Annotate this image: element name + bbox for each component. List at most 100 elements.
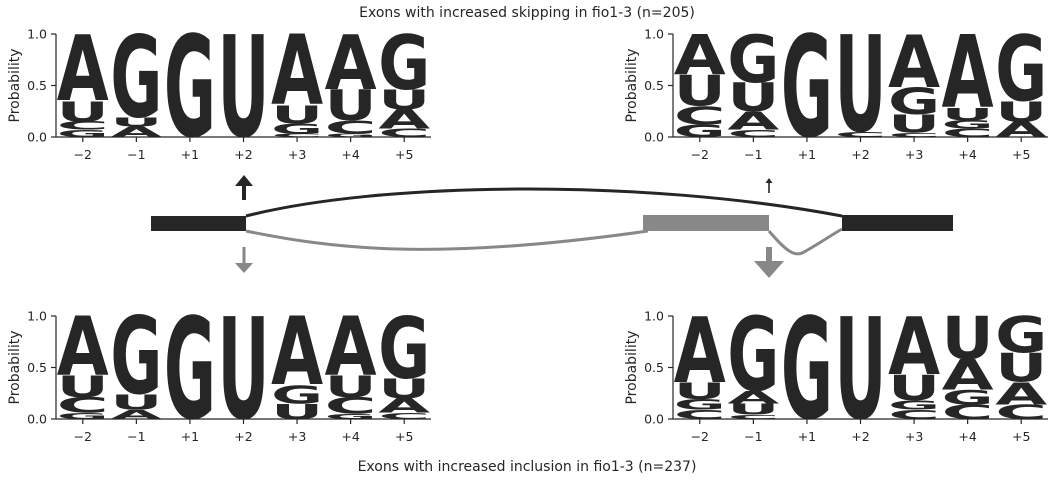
logo-letter-U: U	[888, 110, 940, 139]
logo-letter-G: G	[271, 380, 323, 409]
logo-letter-C: C	[674, 101, 726, 130]
logo-letter-C: C	[727, 128, 779, 139]
logo-letter-A: A	[942, 16, 994, 132]
figure-title-top: Exons with increased skipping in fio1-3 …	[359, 5, 695, 21]
y-tick-label: 1.0	[644, 27, 664, 42]
up-arrow-right-icon	[765, 178, 773, 193]
y-tick-label: 0.5	[644, 78, 664, 93]
x-tick-label: +1	[181, 147, 199, 162]
x-tick-label: +4	[958, 147, 976, 162]
logo-letter-A: A	[674, 23, 726, 88]
logo-letter-U: U	[110, 391, 162, 415]
logo-letter-A: A	[57, 300, 109, 395]
logo-letter-G: G	[378, 299, 430, 399]
x-tick-label: −1	[744, 429, 762, 444]
y-axis-label: Probability	[7, 48, 23, 122]
x-tick-label: +5	[1012, 147, 1030, 162]
logo-letter-C: C	[325, 117, 377, 138]
logo-letter-A: A	[325, 19, 377, 107]
logo-letter-G: G	[271, 121, 323, 137]
x-tick-label: +2	[234, 429, 252, 444]
logo-letter-A: A	[995, 377, 1048, 412]
logo-letter-A: A	[271, 299, 323, 407]
logo-letter-U: U	[325, 81, 377, 130]
y-tick-label: 0.0	[644, 412, 664, 427]
y-tick-label: 1.0	[27, 27, 47, 42]
logo-letter-U: U	[218, 6, 270, 169]
y-tick-label: 0.5	[27, 360, 47, 375]
down-arrow-left-icon	[235, 247, 253, 273]
down-arrow-right-icon	[754, 247, 784, 278]
logo-letter-U: U	[674, 67, 726, 116]
x-tick-label: +3	[905, 147, 923, 162]
logo-letter-C: C	[942, 127, 994, 140]
logo-letter-U: U	[835, 288, 887, 451]
x-tick-label: −1	[127, 429, 145, 444]
logo-letter-A: A	[378, 105, 431, 136]
x-tick-label: −2	[74, 147, 92, 162]
logo-letter-G: G	[727, 295, 779, 414]
x-tick-label: −2	[691, 147, 709, 162]
logo-letter-A: A	[271, 15, 323, 127]
logo-letter-A: A	[325, 300, 377, 395]
logo-letter-A: A	[888, 20, 940, 104]
logo-letter-A: A	[727, 388, 779, 407]
y-tick-label: 0.0	[27, 130, 47, 145]
x-tick-label: +3	[288, 429, 306, 444]
x-tick-label: −2	[74, 429, 92, 444]
logo-letter-A: A	[110, 124, 163, 140]
logo-letter-G: G	[781, 8, 833, 169]
logo-letter-C: C	[378, 411, 430, 421]
x-tick-label: −1	[744, 147, 762, 162]
logo-letter-U: U	[727, 401, 779, 419]
logo-letter-G: G	[110, 11, 162, 143]
logo-letter-U: U	[378, 374, 430, 405]
skipping-junction-lower-left	[245, 229, 649, 251]
x-tick-label: −2	[691, 429, 709, 444]
y-tick-label: 0.5	[27, 78, 47, 93]
logo-letter-G: G	[995, 18, 1047, 122]
logo-letter-A: A	[57, 16, 109, 122]
logo-letter-G: G	[325, 412, 377, 420]
logo-letter-U: U	[995, 95, 1047, 128]
logo-letter-A: A	[727, 106, 779, 135]
logo-letter-U: U	[942, 105, 994, 124]
logo-letter-G: G	[674, 397, 726, 413]
logo-letter-U: U	[218, 288, 270, 451]
logo-letter-U: U	[888, 368, 940, 409]
y-axis-label: Probability	[624, 48, 640, 122]
x-tick-label: +5	[1012, 429, 1030, 444]
x-tick-label: +4	[341, 429, 359, 444]
logo-letter-G: G	[888, 398, 940, 413]
logo-letter-A: A	[378, 394, 430, 417]
x-tick-label: +3	[288, 147, 306, 162]
logo-letter-C: C	[57, 394, 109, 418]
x-tick-label: +5	[395, 147, 413, 162]
upstream-exon	[151, 216, 246, 231]
y-tick-label: 0.5	[644, 360, 664, 375]
x-tick-label: +1	[798, 147, 816, 162]
logo-letter-C: C	[942, 401, 994, 424]
x-tick-label: +3	[905, 429, 923, 444]
logo-letter-G: G	[378, 21, 430, 108]
logo-letter-G: G	[942, 118, 994, 131]
logo-letter-U: U	[942, 305, 994, 373]
logo-letter-G: G	[164, 290, 216, 451]
alternative-exon	[643, 215, 769, 231]
splicing-diagram	[151, 175, 953, 278]
logo-letter-U: U	[110, 115, 162, 130]
downstream-exon	[842, 215, 953, 231]
logo-letter-A: A	[942, 352, 994, 401]
logo-letter-C: C	[325, 393, 377, 419]
logo-letter-U: U	[271, 101, 323, 130]
x-tick-label: +2	[851, 147, 869, 162]
logo-letter-G: G	[164, 8, 216, 169]
logo-letter-U: U	[674, 379, 726, 405]
y-axis-label: Probability	[7, 330, 23, 404]
y-axis-label: Probability	[624, 330, 640, 404]
x-tick-label: +1	[798, 429, 816, 444]
logo-letter-A: A	[674, 298, 726, 404]
